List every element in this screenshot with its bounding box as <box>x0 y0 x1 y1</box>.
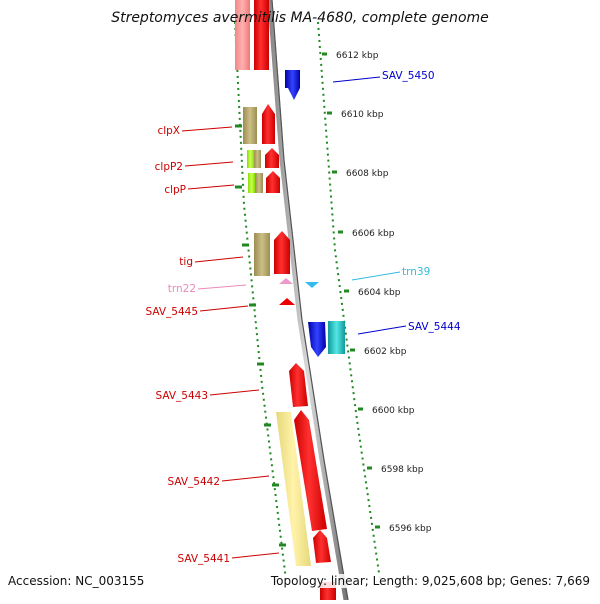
genome-backbone-shadow <box>271 0 349 601</box>
scale-ticks: 6612 kbp 6610 kbp 6608 kbp 6606 kbp 6604 kbp… <box>235 51 432 547</box>
gene-label-sav5444[interactable]: SAV_5444 <box>408 321 461 333</box>
leader-line-sav5442 <box>221 475 270 482</box>
gene-arrow-trn39 <box>305 282 319 288</box>
gene-block-clpp2-olive <box>254 150 261 168</box>
leader-line-tig <box>194 256 244 263</box>
gene-labels: SAV_5450 clpX clpP2 clpP tig trn39 trn22 SAV_54… <box>145 70 460 565</box>
gene-arrow-sav5442 <box>294 410 327 531</box>
gene-arrow-sav5443 <box>289 363 308 407</box>
leader-line-clpp2 <box>184 161 234 167</box>
gene-arrow-sav5441 <box>313 530 331 563</box>
gene-label-sav5445[interactable]: SAV_5445 <box>145 306 198 318</box>
leader-line-sav5450 <box>332 76 381 83</box>
right-dotted-boundary <box>317 21 381 581</box>
scale-tick-label: 6602 kbp <box>364 347 407 357</box>
scale-tick-label: 6612 kbp <box>336 51 379 61</box>
leader-line-sav5444 <box>357 325 407 335</box>
gene-block-top-pale <box>235 0 250 70</box>
leader-line-trn22 <box>197 284 247 290</box>
gene-arrow-trn22 <box>279 278 293 284</box>
gene-arrow-clpp <box>266 171 280 193</box>
gene-label-clpx[interactable]: clpX <box>157 125 180 137</box>
gene-arrow-clpp2 <box>265 148 279 168</box>
genome-backbone <box>267 0 349 601</box>
leader-line-sav5441 <box>231 552 280 559</box>
scale-tick-label: 6604 kbp <box>358 288 401 298</box>
leader-line-trn39 <box>351 271 401 281</box>
scale-tick-label: 6600 kbp <box>372 406 415 416</box>
scale-tick-label: 6606 kbp <box>352 229 395 239</box>
genome-summary: Topology: linear; Length: 9,025,608 bp; … <box>270 574 590 588</box>
gene-label-sav5441[interactable]: SAV_5441 <box>177 553 230 565</box>
gene-label-sav5442[interactable]: SAV_5442 <box>167 476 220 488</box>
gene-arrow-sav5444 <box>308 322 326 357</box>
leader-line-sav5443 <box>209 389 260 396</box>
scale-tick-label: 6598 kbp <box>381 465 424 475</box>
gene-label-trn22[interactable]: trn22 <box>168 283 196 295</box>
gene-label-clpp2[interactable]: clpP2 <box>155 161 183 173</box>
leader-line-sav5445 <box>199 305 249 312</box>
gene-block-sav5444-cyan <box>328 321 345 354</box>
gene-block-clpp-lime <box>248 173 255 193</box>
leader-line-clpp <box>187 184 235 190</box>
gene-block-clpx-olive <box>243 107 257 144</box>
gene-label-clpp[interactable]: clpP <box>164 184 186 196</box>
left-dotted-boundary <box>234 21 287 581</box>
accession-label: Accession: NC_003155 <box>8 574 147 588</box>
genome-title: Streptomyces avermitilis MA-4680, comple… <box>111 10 489 26</box>
label-leaders <box>181 76 407 559</box>
gene-arrow-clpx <box>262 104 275 144</box>
gene-arrow-sav5445 <box>279 298 295 305</box>
gene-block-sav5442-pale <box>276 412 311 566</box>
gene-block-top-red <box>254 0 269 70</box>
gene-block-clpp-olive <box>255 173 263 193</box>
gene-label-sav5443[interactable]: SAV_5443 <box>155 390 208 402</box>
gene-block-clpp2-lime <box>247 150 254 168</box>
scale-tick-label: 6596 kbp <box>389 524 432 534</box>
leader-line-clpx <box>181 126 233 132</box>
gene-label-trn39[interactable]: trn39 <box>402 266 430 278</box>
gene-label-tig[interactable]: tig <box>179 256 193 268</box>
scale-tick-label: 6610 kbp <box>341 110 384 120</box>
gene-arrow-sav5450 <box>285 70 300 100</box>
scale-tick-label: 6608 kbp <box>346 169 389 179</box>
gene-blocks <box>235 0 345 600</box>
gene-arrow-tig <box>274 231 290 274</box>
gene-block-tig-olive <box>254 233 270 276</box>
gene-label-sav5450[interactable]: SAV_5450 <box>382 70 435 82</box>
